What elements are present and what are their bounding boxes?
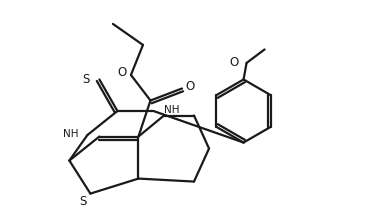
Text: O: O <box>229 56 238 69</box>
Text: O: O <box>186 80 195 93</box>
Text: O: O <box>117 66 126 79</box>
Text: S: S <box>82 73 90 86</box>
Text: S: S <box>79 195 87 208</box>
Text: NH: NH <box>63 128 78 138</box>
Text: NH: NH <box>164 105 179 115</box>
